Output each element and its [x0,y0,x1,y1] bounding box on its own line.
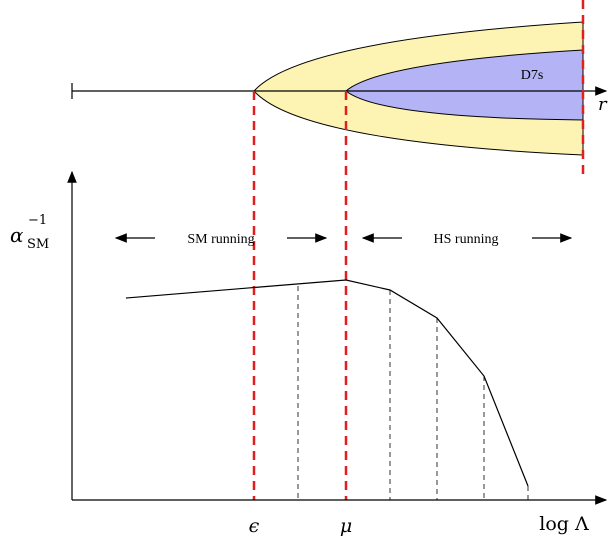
hs-running-label: HS running [434,232,499,247]
hs-running-range: HS running [361,232,573,247]
top-panel: D7s r [71,21,608,156]
red-marker-lines [252,0,585,500]
y-axis-label-main: α [10,223,24,247]
x-axis-label: log Λ [539,513,589,535]
black-dashed-guides [297,286,529,500]
mu-label: μ [340,515,352,537]
running-coupling-curve [125,279,529,487]
y-axis-label-sup: −1 [28,213,47,228]
inner-region-label: D7s [521,68,544,83]
sm-running-label: SM running [187,232,254,247]
sm-running-range: SM running [114,232,328,247]
epsilon-label: ϵ [249,515,260,537]
y-axis-label-sub: SM [27,237,49,252]
r-axis-label: r [598,94,608,115]
y-axis-label: α SM −1 [10,213,49,252]
bottom-panel: SM running HS running α SM −1 ϵ μ log Λ [10,170,608,537]
